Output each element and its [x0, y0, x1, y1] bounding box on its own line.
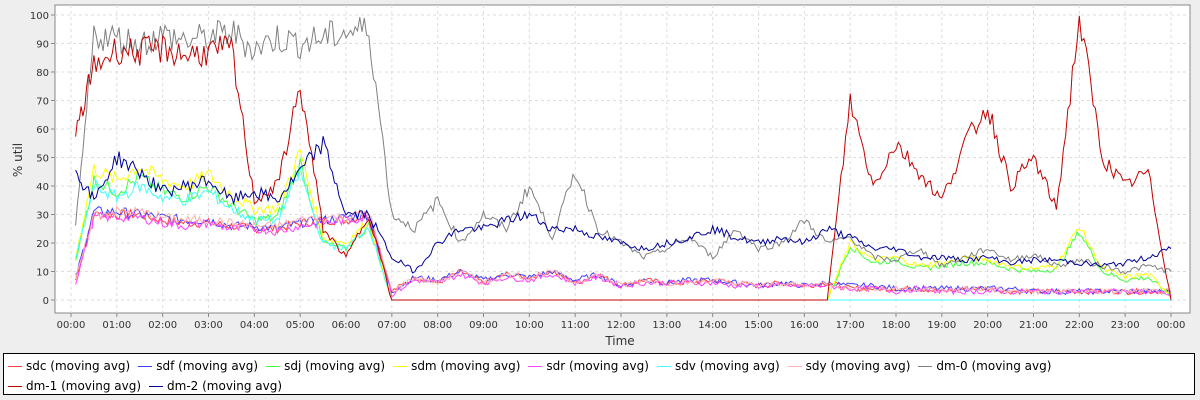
y-tick-label: 100 [30, 11, 49, 22]
legend-swatch [918, 366, 933, 367]
x-tick-label: 07:00 [377, 320, 406, 331]
x-tick-label: 09:00 [469, 320, 498, 331]
x-tick-label: 10:00 [515, 320, 544, 331]
legend-swatch [393, 366, 408, 367]
legend-item: sdf (moving avg) [138, 356, 258, 376]
plot-area [54, 4, 1191, 314]
legend-item: sdc (moving avg) [8, 356, 130, 376]
legend: sdc (moving avg) sdf (moving avg) sdj (mov… [3, 353, 1195, 395]
x-tick-label: 05:00 [286, 320, 315, 331]
x-tick-label: 13:00 [652, 320, 681, 331]
series-line-dm-0 [75, 17, 1172, 275]
series-line-dm-1 [75, 15, 1172, 301]
legend-label: sdr (moving avg) [546, 359, 649, 373]
y-tick-label: 80 [36, 68, 49, 79]
x-tick-label: 22:00 [1065, 320, 1094, 331]
legend-label: sdy (moving avg) [805, 359, 911, 373]
x-tick-label: 04:00 [240, 320, 269, 331]
legend-swatch [8, 366, 22, 367]
legend-swatch [787, 366, 802, 367]
x-tick-label: 16:00 [790, 320, 819, 331]
legend-label: sdj (moving avg) [284, 359, 386, 373]
legend-swatch [138, 366, 153, 367]
x-tick-label: 01:00 [102, 320, 131, 331]
legend-label: sdc (moving avg) [26, 359, 131, 373]
x-tick-label: 14:00 [698, 320, 727, 331]
legend-label: sdv (moving avg) [674, 359, 780, 373]
legend-swatch [266, 366, 281, 367]
legend-label: dm-2 (moving avg) [167, 379, 283, 393]
x-tick-label: 12:00 [607, 320, 636, 331]
series-line-dm-2 [75, 136, 1172, 274]
legend-item: sdm (moving avg) [393, 356, 520, 376]
legend-item: dm-0 (moving avg) [918, 356, 1051, 376]
y-tick-label: 70 [36, 97, 49, 108]
legend-item: dm-2 (moving avg) [149, 376, 282, 396]
y-axis-label: % util [11, 143, 25, 177]
y-tick-label: 20 [36, 239, 49, 250]
x-tick-label: 11:00 [561, 320, 590, 331]
series-line-sdy [75, 205, 1172, 296]
legend-swatch [149, 386, 164, 387]
legend-swatch [528, 366, 543, 367]
y-tick-label: 90 [36, 40, 49, 51]
x-tick-label: 18:00 [882, 320, 911, 331]
x-tick-label: 06:00 [332, 320, 361, 331]
x-tick-label: 08:00 [423, 320, 452, 331]
legend-label: dm-1 (moving avg) [26, 379, 142, 393]
x-tick-label: 20:00 [973, 320, 1002, 331]
series-line-sdr [75, 211, 1172, 298]
x-tick-label: 23:00 [1111, 320, 1140, 331]
x-tick-label: 15:00 [744, 320, 773, 331]
x-tick-label: 21:00 [1019, 320, 1048, 331]
legend-label: sdf (moving avg) [156, 359, 259, 373]
x-axis-label: Time [604, 334, 634, 348]
legend-item: sdy (moving avg) [787, 356, 911, 376]
y-tick-label: 50 [36, 154, 49, 165]
y-tick-label: 40 [36, 182, 49, 193]
legend-swatch [656, 366, 671, 367]
x-tick-label: 19:00 [927, 320, 956, 331]
x-tick-label: 17:00 [836, 320, 865, 331]
legend-item: sdv (moving avg) [656, 356, 780, 376]
legend-label: dm-0 (moving avg) [936, 359, 1052, 373]
x-tick-label: 00:00 [57, 320, 86, 331]
legend-item: sdj (moving avg) [266, 356, 385, 376]
y-tick-label: 60 [36, 125, 49, 136]
legend-swatch [8, 386, 22, 387]
x-tick-label: 03:00 [194, 320, 223, 331]
x-tick-label: 00:00 [1157, 320, 1186, 331]
legend-label: sdm (moving avg) [411, 359, 521, 373]
y-tick-label: 30 [36, 211, 49, 222]
x-tick-label: 02:00 [148, 320, 177, 331]
chart: 0 10 20 30 40 50 60 70 80 90 100 00:00 01:00 02:00 03… [11, 4, 1191, 348]
y-tick-label: 0 [43, 296, 49, 307]
legend-item: dm-1 (moving avg) [8, 376, 141, 396]
legend-item: sdr (moving avg) [528, 356, 649, 376]
y-tick-label: 10 [36, 268, 49, 279]
